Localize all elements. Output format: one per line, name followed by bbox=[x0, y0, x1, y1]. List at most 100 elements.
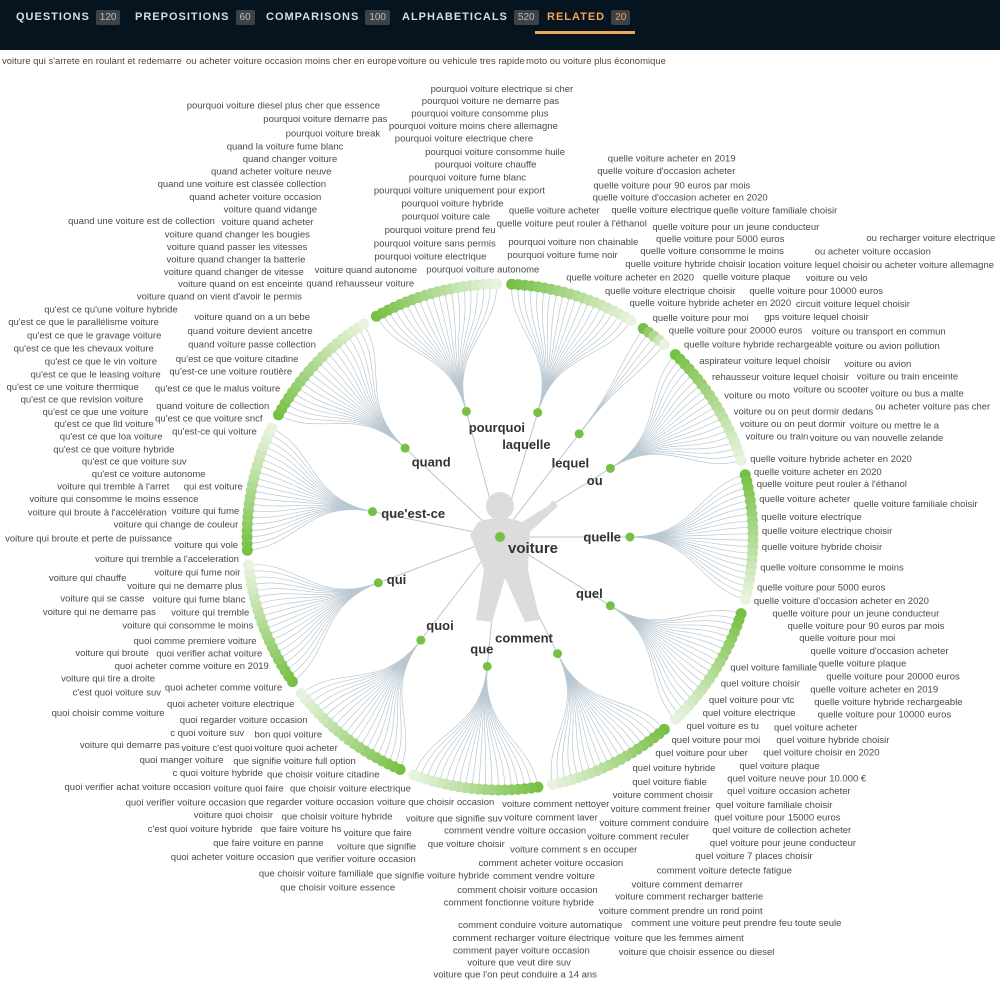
leaf-dot[interactable] bbox=[295, 688, 307, 700]
related-search-item[interactable]: que signifie voiture full option bbox=[233, 756, 356, 767]
related-search-item[interactable]: quel voiture plaque bbox=[739, 761, 819, 772]
related-search-item[interactable]: c'est quoi voiture suv bbox=[73, 688, 162, 699]
related-search-item[interactable]: quelle voiture electrique bbox=[761, 512, 861, 523]
related-search-item[interactable]: quel voiture choisir en 2020 bbox=[763, 747, 879, 758]
related-search-item[interactable]: quelle voiture acheter en 2020 bbox=[754, 467, 882, 478]
related-search-item[interactable]: ou acheter voiture occasion bbox=[815, 246, 931, 257]
related-search-item[interactable]: voiture quand vidange bbox=[224, 204, 318, 215]
related-search-item[interactable]: que choisir voiture hybride bbox=[282, 812, 393, 823]
related-search-item[interactable]: voiture qui tremble bbox=[171, 608, 249, 619]
leaf-dot[interactable] bbox=[625, 314, 637, 326]
tab-related[interactable]: RELATED 20 bbox=[547, 0, 631, 34]
related-search-item[interactable]: voiture que faire bbox=[344, 828, 412, 839]
related-search-item[interactable]: qu'est ce que voiture sncf bbox=[155, 413, 263, 424]
related-search-item[interactable]: voiture qui demarre pas bbox=[80, 740, 180, 751]
related-search-item[interactable]: pourquoi voiture fume noir bbox=[507, 250, 617, 261]
related-search-item[interactable]: voiture quand autonome bbox=[315, 265, 417, 276]
related-search-item[interactable]: quoi verifier voiture occasion bbox=[126, 798, 246, 809]
related-search-item[interactable]: voiture quoi faire bbox=[214, 784, 284, 795]
related-search-item[interactable]: c'est quoi voiture hybride bbox=[148, 824, 253, 835]
related-search-item[interactable]: quel voiture hybride bbox=[633, 763, 716, 774]
related-search-item[interactable]: c quoi voiture hybride bbox=[173, 768, 263, 779]
related-search-item[interactable]: voiture ou train enceinte bbox=[857, 372, 958, 383]
related-search-item[interactable]: pourquoi voiture cale bbox=[402, 212, 490, 223]
leaf-dot[interactable] bbox=[266, 422, 278, 434]
related-search-item[interactable]: voiture quoi acheter bbox=[254, 743, 337, 754]
related-search-item[interactable]: voiture qui tremble a l'acceleration bbox=[95, 554, 239, 565]
related-search-item[interactable]: quand acheter voiture neuve bbox=[211, 167, 331, 178]
related-search-item[interactable]: qu'est-ce qui voiture bbox=[172, 426, 257, 437]
related-search-item[interactable]: voiture que choisir occasion bbox=[377, 797, 494, 808]
related-search-item[interactable]: quel voiture choisir bbox=[721, 678, 800, 689]
related-search-item[interactable]: voiture ou bus a malte bbox=[870, 388, 963, 399]
related-search-item[interactable]: pourquoi voiture prend feu bbox=[385, 225, 496, 236]
related-search-item[interactable]: quelle voiture pour 90 euros par mois bbox=[593, 180, 750, 191]
related-search-item[interactable]: quand acheter voiture occasion bbox=[189, 192, 321, 203]
related-search-item[interactable]: c quoi voiture suv bbox=[170, 728, 244, 739]
related-search-item[interactable]: quoi verifier achat voiture occasion bbox=[65, 782, 211, 793]
tab-prepositions[interactable]: PREPOSITIONS 60 bbox=[135, 0, 255, 34]
related-search-item[interactable]: qu'est ce que le parallélisme voiture bbox=[8, 317, 159, 328]
related-search-item[interactable]: qu'est ce qu'une voiture hybride bbox=[44, 305, 178, 316]
related-search-item[interactable]: voiture que choisir essence ou diesel bbox=[619, 947, 775, 958]
related-search-item[interactable]: quand une voiture est de collection bbox=[68, 216, 215, 227]
related-search-item[interactable]: voiture comment freiner bbox=[611, 804, 711, 815]
related-search-item[interactable]: voiture ou avion pollution bbox=[835, 341, 940, 352]
related-search-item[interactable]: qu'est ce que voiture hybride bbox=[53, 444, 174, 455]
related-search-item[interactable]: que faire voiture hs bbox=[261, 824, 342, 835]
related-search-item[interactable]: quel voiture pour vtc bbox=[709, 695, 795, 706]
related-search-item[interactable]: voiture qui broute bbox=[75, 648, 148, 659]
related-search-item[interactable]: voiture qui fume noir bbox=[154, 567, 240, 578]
related-search-item[interactable]: quelle voiture d'occasion acheter bbox=[597, 166, 735, 177]
related-search-item[interactable]: quelle voiture consomme le moins bbox=[640, 246, 784, 257]
related-search-item[interactable]: voiture comment choisir bbox=[613, 790, 713, 801]
related-search-item[interactable]: ou recharger voiture electrique bbox=[866, 233, 995, 244]
related-search-item[interactable]: quelle voiture hybride acheter en 2020 bbox=[750, 454, 912, 465]
related-search-item[interactable]: qu'est ce que le malus voiture bbox=[155, 383, 280, 394]
related-search-item[interactable]: voiture que l'on peut conduire a 14 ans bbox=[434, 970, 598, 981]
related-search-item[interactable]: bon quoi voiture bbox=[255, 729, 323, 740]
related-search-item[interactable]: quelle voiture hybride rechargeable bbox=[684, 340, 832, 351]
related-search-item[interactable]: quel voiture familiale bbox=[730, 663, 817, 674]
related-search-item[interactable]: voiture qui s'arrete en roulant et redem… bbox=[2, 56, 182, 67]
related-search-item[interactable]: qu'est ce que loa voiture bbox=[60, 432, 163, 443]
related-search-item[interactable]: voiture quand changer les bougies bbox=[165, 230, 310, 241]
related-search-item[interactable]: voiture quand on a un bebe bbox=[194, 312, 310, 323]
related-search-item[interactable]: que choisir voiture electrique bbox=[290, 783, 411, 794]
related-search-item[interactable]: pourquoi voiture electrique chere bbox=[395, 134, 533, 145]
related-search-item[interactable]: quoi acheter voiture occasion bbox=[171, 852, 295, 863]
related-search-item[interactable]: quoi comme premiere voiture bbox=[134, 636, 257, 647]
related-search-item[interactable]: pourquoi voiture non chainable bbox=[508, 237, 638, 248]
related-search-item[interactable]: voiture que veut dire suv bbox=[467, 958, 571, 969]
related-search-item[interactable]: quelle voiture pour 20000 euros bbox=[826, 672, 960, 683]
tab-alphabeticals[interactable]: ALPHABETICALS 520 bbox=[402, 0, 539, 34]
related-search-item[interactable]: quelle voiture plaque bbox=[819, 659, 907, 670]
related-search-item[interactable]: pourquoi voiture diesel plus cher que es… bbox=[187, 101, 380, 112]
related-search-item[interactable]: quel voiture neuve pour 10.000 € bbox=[727, 773, 867, 784]
related-search-item[interactable]: quand voiture passe collection bbox=[188, 340, 316, 351]
related-search-item[interactable]: pourquoi voiture fume blanc bbox=[409, 173, 526, 184]
related-search-item[interactable]: quel voiture pour uber bbox=[655, 748, 747, 759]
related-search-item[interactable]: que regarder voiture occasion bbox=[248, 797, 374, 808]
related-search-item[interactable]: quoi acheter comme voiture bbox=[165, 683, 282, 694]
related-search-item[interactable]: quand changer voiture bbox=[243, 154, 338, 165]
related-search-item[interactable]: quelle voiture acheter en 2019 bbox=[608, 153, 736, 164]
branch-node[interactable] bbox=[367, 507, 377, 517]
related-search-item[interactable]: voiture qui change de couleur bbox=[114, 520, 239, 531]
related-search-item[interactable]: quoi acheter comme voiture en 2019 bbox=[115, 661, 269, 672]
related-search-item[interactable]: voiture comment reculer bbox=[587, 831, 689, 842]
related-search-item[interactable]: quoi verifier achat voiture bbox=[156, 649, 262, 660]
leaf-dot[interactable] bbox=[491, 278, 503, 290]
related-search-item[interactable]: voiture qui broute à l'accélération bbox=[28, 508, 167, 519]
related-search-item[interactable]: voiture ou transport en commun bbox=[812, 327, 946, 338]
related-search-item[interactable]: voiture qui ne demarre plus bbox=[127, 581, 242, 592]
related-search-item[interactable]: quoi regarder voiture occasion bbox=[180, 715, 308, 726]
leaf-dot[interactable] bbox=[243, 559, 255, 571]
related-search-item[interactable]: ou acheter voiture allemagne bbox=[872, 260, 995, 271]
related-search-item[interactable]: comment choisir voiture occasion bbox=[457, 885, 597, 896]
related-search-item[interactable]: voiture qui ne demarre pas bbox=[43, 607, 156, 618]
related-search-item[interactable]: pourquoi voiture ne demarre pas bbox=[422, 96, 560, 107]
related-search-item[interactable]: quelle voiture pour 10000 euros bbox=[749, 286, 883, 297]
tab-questions[interactable]: QUESTIONS 120 bbox=[16, 0, 121, 34]
related-search-item[interactable]: qu'est ce voiture autonome bbox=[92, 469, 206, 480]
